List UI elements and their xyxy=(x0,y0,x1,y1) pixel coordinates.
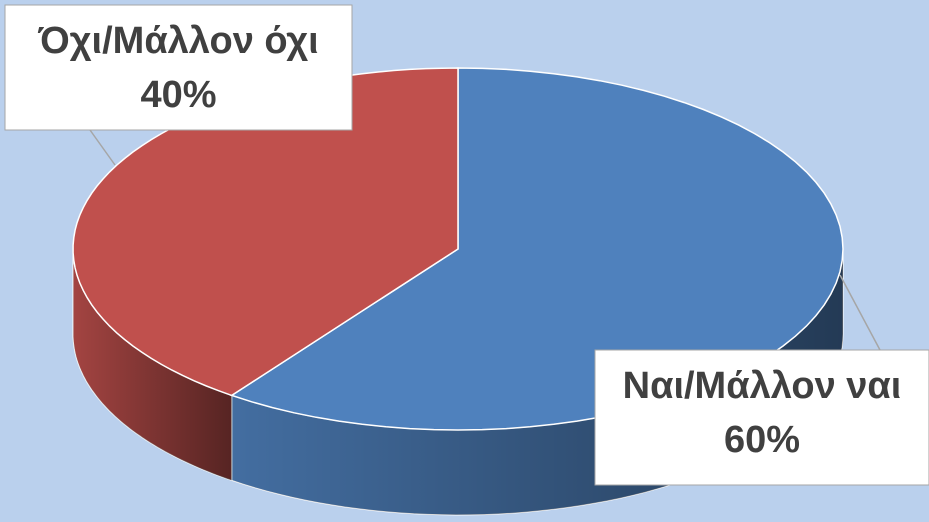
labels: Ναι/Μάλλον ναι 60% Όχι/Μάλλον όχι 40% xyxy=(4,4,929,486)
slice xyxy=(229,67,844,431)
label-name: Όχι/Μάλλον όχι xyxy=(37,20,318,62)
leader-line xyxy=(839,274,881,351)
label-value: 40% xyxy=(140,74,216,116)
label-name: Ναι/Μάλλον ναι xyxy=(623,365,902,407)
label-value: 60% xyxy=(724,419,800,461)
label-box xyxy=(4,4,353,131)
slice-side-shade xyxy=(73,249,232,481)
label-box xyxy=(594,349,929,486)
leader-line xyxy=(89,129,116,166)
